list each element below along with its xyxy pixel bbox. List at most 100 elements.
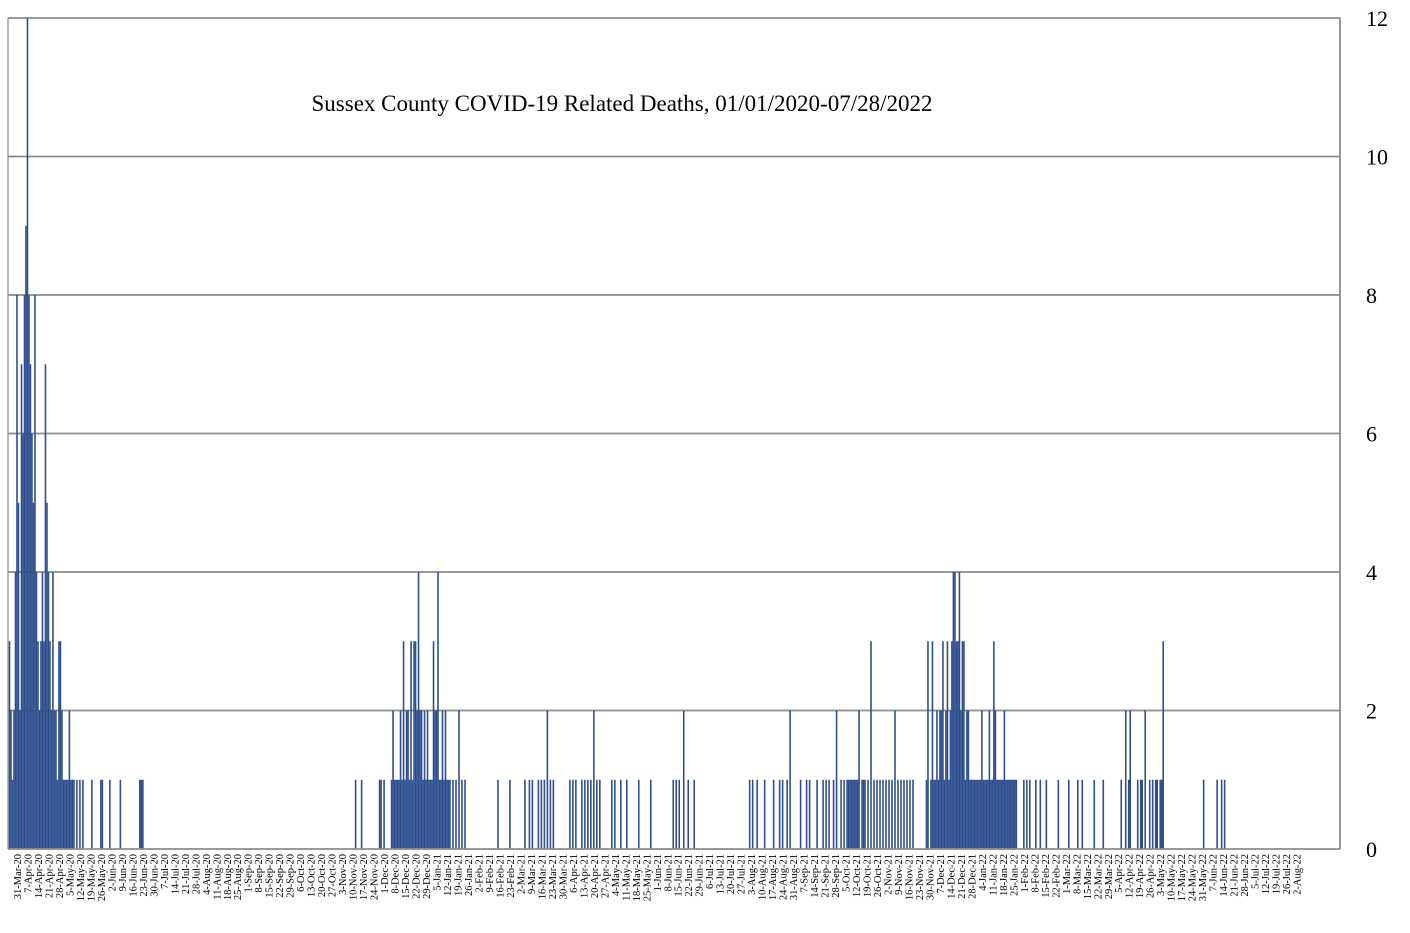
x-tick-label: 20-Jul-21 (726, 854, 737, 894)
x-tick-label: 30-Nov-21 (925, 854, 936, 900)
x-tick-label: 27-Jul-21 (737, 854, 748, 894)
x-tick-label: 10-May-22 (1167, 854, 1178, 901)
x-tick-label: 9-Nov-21 (894, 854, 905, 895)
x-tick-label: 17-Aug-21 (768, 854, 779, 900)
x-tick-label: 1-Sep-20 (244, 854, 255, 893)
x-tick-label: 31-May-22 (1198, 854, 1209, 901)
x-tick-label: 3-Aug-21 (747, 854, 758, 895)
x-tick-label: 7-Sep-21 (800, 854, 811, 893)
x-tick-label: 5-Jul-22 (1251, 854, 1262, 889)
x-tick-label: 21-Jun-22 (1230, 854, 1241, 897)
y-tick-label: 4 (1366, 560, 1377, 585)
x-tick-label: 16-Feb-21 (495, 854, 506, 898)
x-tick-label: 28-Apr-20 (55, 854, 66, 898)
x-tick-label: 2-Aug-22 (1293, 854, 1304, 895)
x-tick-label: 18-May-21 (632, 854, 643, 901)
x-tick-label: 22-Sep-20 (275, 854, 286, 898)
x-tick-label: 28-Jul-20 (191, 854, 202, 894)
x-tick-labels: 31-Mar-20 7-Apr-20 14-Apr-20 21-Apr-20 28-Ap… (13, 854, 1304, 901)
x-tick-label: 27-Oct-20 (328, 854, 339, 897)
x-tick-label: 16-Mar-21 (537, 854, 548, 899)
x-tick-label: 23-Mar-21 (548, 854, 559, 899)
x-tick-label: 14-Jul-20 (170, 854, 181, 894)
x-tick-label: 6-Oct-20 (296, 854, 307, 892)
x-tick-label: 8-Feb-22 (1030, 854, 1041, 893)
x-tick-label: 28-Dec-21 (967, 854, 978, 899)
x-tick-label: 21-Sep-21 (821, 854, 832, 898)
x-tick-label: 19-Apr-22 (1135, 854, 1146, 898)
x-tick-label: 18-Aug-20 (223, 854, 234, 900)
y-tick-labels: 0 2 4 6 8 10 12 (1366, 6, 1388, 862)
x-tick-label: 13-Oct-20 (307, 854, 318, 897)
x-tick-label: 28-Sep-21 (831, 854, 842, 898)
x-tick-label: 22-Feb-22 (1051, 854, 1062, 898)
x-tick-label: 13-Jul-21 (716, 854, 727, 894)
x-tick-label: 16-Jun-20 (128, 854, 139, 897)
x-tick-label: 6-Apr-21 (569, 854, 580, 893)
x-tick-label: 15-Feb-22 (1041, 854, 1052, 898)
x-tick-label: 27-Apr-21 (600, 854, 611, 898)
x-tick-label: 28-Jun-22 (1240, 854, 1251, 897)
y-tick-label: 10 (1366, 145, 1388, 170)
x-tick-label: 21-Apr-20 (44, 854, 55, 898)
x-tick-label: 7-Apr-20 (23, 854, 34, 893)
x-tick-label: 8-Mar-22 (1072, 854, 1083, 894)
x-tick-label: 23-Feb-21 (506, 854, 517, 898)
x-tick-label: 23-Jun-20 (139, 854, 150, 897)
x-tick-label: 13-Apr-21 (579, 854, 590, 898)
x-tick-label: 19-Oct-21 (863, 854, 874, 897)
x-tick-label: 21-Jul-20 (181, 854, 192, 894)
axes (7, 18, 1341, 850)
x-tick-label: 26-Oct-21 (873, 854, 884, 897)
x-tick-label: 24-Aug-21 (779, 854, 790, 900)
x-tick-label: 12-May-20 (76, 854, 87, 901)
x-tick-label: 8-Sep-20 (254, 854, 265, 893)
x-tick-label: 11-Jan-22 (988, 854, 999, 896)
x-tick-label: 15-Sep-20 (265, 854, 276, 898)
x-tick-label: 16-Nov-21 (904, 854, 915, 900)
y-tick-label: 12 (1366, 6, 1388, 31)
x-tick-label: 15-Jun-21 (674, 854, 685, 897)
x-tick-label: 30-Mar-21 (558, 854, 569, 899)
x-tick-label: 17-Nov-20 (359, 854, 370, 900)
x-tick-label: 15-Mar-22 (1083, 854, 1094, 899)
x-tick-label: 22-Dec-20 (412, 854, 423, 899)
x-tick-label: 1-Mar-22 (1062, 854, 1073, 894)
x-tick-label: 26-May-20 (97, 854, 108, 901)
x-tick-label: 30-Jun-20 (149, 854, 160, 897)
x-tick-label: 12-Oct-21 (852, 854, 863, 897)
x-tick-label: 19-May-20 (86, 854, 97, 901)
x-tick-label: 9-Jun-20 (118, 854, 129, 891)
x-tick-label: 26-Jan-21 (464, 854, 475, 896)
x-tick-label: 5-Oct-21 (842, 854, 853, 892)
x-tick-label: 23-Nov-21 (915, 854, 926, 900)
x-tick-label: 24-May-22 (1188, 854, 1199, 901)
x-tick-label: 12-Jul-22 (1261, 854, 1272, 894)
x-tick-label: 6-Jul-21 (705, 854, 716, 889)
x-tick-label: 29-Sep-20 (286, 854, 297, 898)
x-tick-label: 15-Dec-20 (401, 854, 412, 899)
x-tick-label: 29-Jun-21 (695, 854, 706, 897)
x-tick-label: 9-Mar-21 (527, 854, 538, 894)
gridlines (8, 17, 1340, 850)
x-tick-label: 2-Nov-21 (884, 854, 895, 895)
x-tick-label: 10-Aug-21 (758, 854, 769, 900)
x-tick-label: 5-Apr-22 (1114, 854, 1125, 893)
x-tick-label: 25-Aug-20 (233, 854, 244, 900)
x-tick-label: 14-Apr-20 (34, 854, 45, 898)
x-tick-label: 22-Mar-22 (1093, 854, 1104, 899)
x-tick-label: 31-Aug-21 (789, 854, 800, 900)
x-tick-label: 20-Apr-21 (590, 854, 601, 898)
x-tick-label: 10-Nov-20 (349, 854, 360, 900)
x-tick-label: 3-Nov-20 (338, 854, 349, 895)
x-tick-label: 2-Mar-21 (516, 854, 527, 894)
x-tick-label: 2-Jun-20 (107, 854, 118, 891)
x-tick-label: 14-Jun-22 (1219, 854, 1230, 897)
x-tick-label: 14-Sep-21 (810, 854, 821, 898)
x-tick-label: 20-Oct-20 (317, 854, 328, 897)
x-tick-label: 25-May-21 (642, 854, 653, 901)
x-tick-label: 26-Jul-22 (1282, 854, 1293, 894)
x-tick-label: 8-Dec-20 (391, 854, 402, 894)
x-tick-label: 26-Apr-22 (1146, 854, 1157, 898)
